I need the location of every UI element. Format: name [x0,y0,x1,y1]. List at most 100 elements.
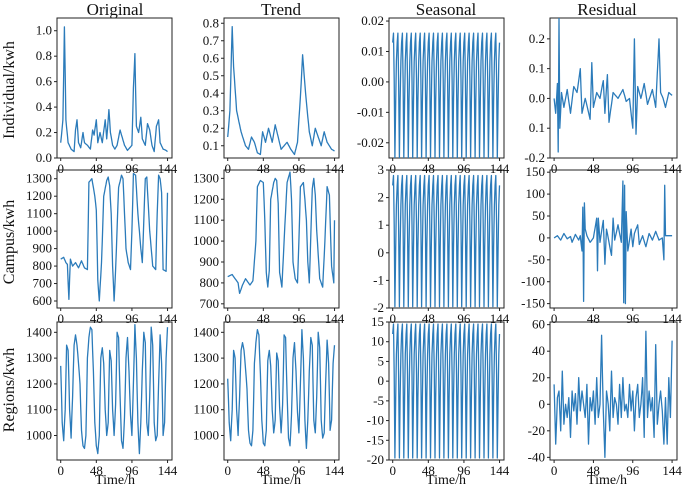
series-line-regions-seasonal [392,323,501,459]
y-tick-label: 1400 [26,324,52,339]
x-axis-label-residual: Time/h [587,473,627,487]
panel-individual-trend: 0.1 0.2 0.3 0.4 0.5 0.6 0.7 0.8 0 48 96 144 [203,15,345,176]
x-tick-label: 144 [490,463,510,478]
axes-frame [388,17,505,159]
y-tick-label: 1000 [193,233,219,248]
y-tick-label: 0.7 [203,33,220,48]
y-tick-label: 5 [378,353,385,368]
x-tick-label: 96 [125,463,139,478]
y-tick-label: 1000 [26,427,52,442]
x-tick-label: 144 [662,463,682,478]
x-tick-label: 0 [551,463,558,478]
y-tick-label: 20 [532,370,545,385]
y-tick-label: 0.6 [36,74,53,89]
y-tick-label: 0.8 [203,15,219,30]
y-tick-label: 10 [371,334,384,349]
row-label-individual: Individual/kwh [1,41,18,139]
y-tick-label: 1300 [26,350,52,365]
x-tick-label: 0 [389,161,396,176]
y-tick-label: 0.00 [361,74,384,89]
row-label-campus: Campus/kwh [1,200,18,284]
y-tick-label: 100 [526,186,546,201]
series-line-campus-residual [553,180,673,305]
x-tick-label: 96 [457,463,471,478]
axes-frame [549,321,678,461]
column-title-residual: Residual [577,0,637,19]
y-tick-label: 900 [33,241,53,256]
y-tick-label: 0.4 [36,99,53,114]
x-tick-label: 96 [292,161,306,176]
axes-frame [549,169,678,309]
x-axis-label-seasonal: Time/h [426,473,466,487]
axes-frame [388,169,505,309]
x-tick-label: 96 [626,463,640,478]
y-tick-label: 0.8 [36,48,52,63]
y-tick-label: -0.02 [357,135,384,150]
y-tick-label: 0 [378,373,385,388]
x-tick-label: 96 [626,161,640,176]
y-tick-label: 1000 [193,427,219,442]
y-tick-label: 0 [539,396,546,411]
y-tick-label: 0 [378,245,385,260]
x-tick-label: 96 [292,463,306,478]
series-line-individual-original [60,26,168,153]
x-tick-label: 144 [490,311,510,326]
panel-individual-original: 0.0 0.2 0.4 0.6 0.8 1.0 0 48 96 144 [36,17,178,176]
y-tick-label: 1300 [193,170,219,185]
column-title-seasonal: Seasonal [416,0,477,19]
x-tick-label: 48 [587,311,600,326]
y-tick-label: 1300 [193,350,219,365]
x-tick-label: 0 [57,463,64,478]
x-tick-label: 0 [224,311,231,326]
axes-frame [223,169,340,309]
y-tick-label: 1 [378,217,385,232]
panel-individual-seasonal: -0.02 -0.01 0.00 0.01 0.02 0 48 96 144 [357,13,510,176]
y-tick-label: 150 [526,164,546,179]
y-tick-label: 1200 [26,376,52,391]
y-tick-label: 0.02 [361,13,384,28]
row-label-regions: Regions/kwh [1,348,18,432]
x-tick-label: 48 [90,161,103,176]
series-line-individual-residual [553,18,673,153]
axes-frame [549,17,678,159]
y-tick-label: 1300 [26,171,52,186]
x-tick-label: 144 [158,463,178,478]
x-tick-label: 0 [57,311,64,326]
x-tick-label: 144 [158,161,178,176]
y-tick-label: 0.6 [203,50,220,65]
y-tick-label: -20 [528,423,545,438]
y-tick-label: 0.1 [203,138,219,153]
x-tick-label: 48 [257,463,270,478]
axes-frame [56,321,173,461]
column-title-trend: Trend [261,0,301,19]
x-tick-label: 48 [587,161,600,176]
y-tick-label: 0 [539,230,546,245]
y-tick-label: 0.1 [529,120,545,135]
x-tick-label: 144 [662,311,682,326]
y-tick-label: -50 [528,252,545,267]
axes-frame [388,321,505,461]
axes-frame [56,17,173,159]
y-tick-label: 800 [200,275,220,290]
panel-regions-seasonal: -20 -15 -10 -5 0 5 10 15 0 48 96 144 [367,314,510,478]
y-tick-label: 3 [378,162,385,177]
y-tick-label: 0.0 [36,150,52,165]
y-tick-label: 0.2 [203,120,219,135]
x-tick-label: 48 [90,311,103,326]
y-tick-label: 40 [532,343,545,358]
y-tick-label: 600 [33,293,53,308]
series-line-campus-seasonal [392,174,501,308]
panel-regions-residual: -40 -20 0 20 40 60 0 48 96 144 [528,317,683,478]
y-tick-label: 0.2 [529,31,545,46]
y-tick-label: 900 [200,254,220,269]
x-tick-label: 48 [257,311,270,326]
y-tick-label: -150 [521,296,545,311]
y-tick-label: 700 [200,296,220,311]
y-tick-label: 0.4 [203,85,220,100]
x-tick-label: 48 [422,463,435,478]
y-tick-label: 1000 [26,223,52,238]
x-tick-label: 96 [457,161,471,176]
x-tick-label: 0 [57,161,64,176]
axes-frame [56,169,173,309]
